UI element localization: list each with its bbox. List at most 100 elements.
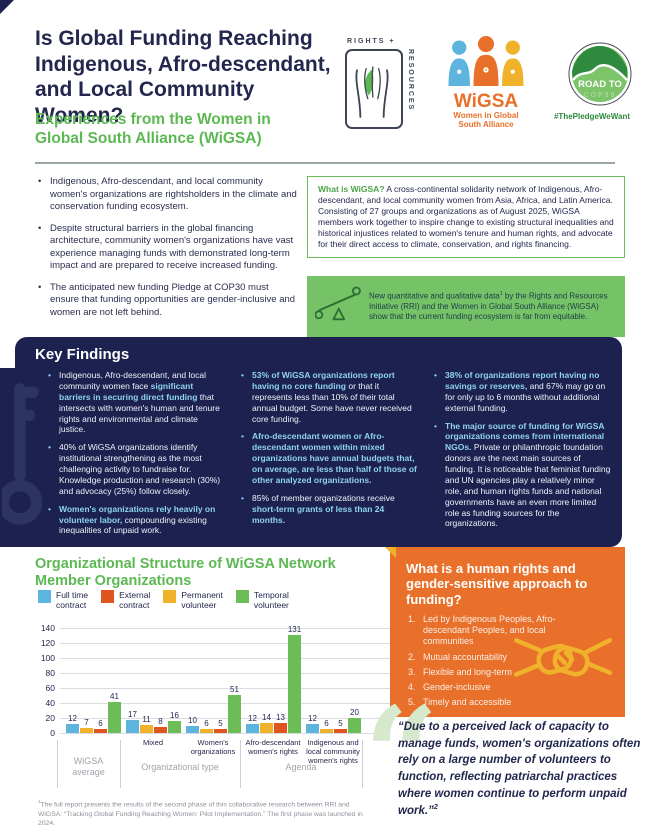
legend-swatch <box>101 590 115 603</box>
bar-value-label: 13 <box>276 713 285 723</box>
legend-swatch <box>235 590 249 603</box>
what-is-wigsa-text: What is WiGSA? A cross-continental solid… <box>318 184 614 250</box>
bar-value-label: 12 <box>68 714 77 723</box>
page-title: Is Global Funding Reaching Indigenous, A… <box>35 27 331 127</box>
gridline <box>60 688 390 689</box>
y-tick-label: 20 <box>45 713 55 723</box>
data-banner-text: New quantitative and qualitative data1 b… <box>369 290 608 322</box>
legend-swatch <box>38 590 51 603</box>
corner-accent-triangle <box>0 0 14 14</box>
bar-value-label: 5 <box>218 719 223 729</box>
legend-label: Permanent volunteer <box>181 590 223 611</box>
gridline <box>60 673 390 674</box>
bar-value-label: 41 <box>110 692 119 702</box>
bar <box>214 729 227 733</box>
gridline <box>60 658 390 659</box>
key-findings-heading: Key Findings <box>35 346 130 363</box>
group-label: Organizational type <box>141 762 219 772</box>
legend-label: Full time contract <box>56 590 89 611</box>
legend-label: Temporal volunteer <box>253 590 289 611</box>
rri-logo-side-text: RESOURCES <box>407 49 414 112</box>
header-divider <box>35 162 615 164</box>
group-separator <box>57 740 58 788</box>
bar-value-label: 11 <box>142 714 151 724</box>
legend-swatch <box>163 590 177 603</box>
bar <box>200 728 213 733</box>
bar-value-label: 16 <box>170 711 179 720</box>
bar-value-label: 51 <box>230 684 239 694</box>
chart-legend: Full time contract External contract Perma… <box>38 590 289 610</box>
group-separator <box>240 740 241 788</box>
gridline <box>60 628 390 629</box>
approach-list-item: Mutual accountability <box>408 651 508 664</box>
legend-label: External contract <box>119 590 151 611</box>
key-finding-item: Afro-descendant women or Afro-descendant… <box>241 431 419 485</box>
pledge-hashtag: #ThePledgeWeWant <box>553 112 630 121</box>
bar-value-label: 131 <box>287 624 302 634</box>
bar <box>168 721 181 733</box>
x-category-label: Afro-descendant women's rights <box>245 738 301 757</box>
key-finding-item: 53% of WiGSA organizations report having… <box>241 370 419 424</box>
gridline <box>60 733 390 734</box>
bar <box>306 724 319 733</box>
legend-item: Temporal volunteer <box>235 590 289 611</box>
group-separator <box>120 740 121 788</box>
group-separator <box>362 740 363 788</box>
bar <box>228 694 241 733</box>
y-tick-label: 100 <box>40 653 55 663</box>
key-finding-item: 85% of member organizations receive shor… <box>241 493 419 526</box>
key-finding-item: Women's organizations rely heavily on vo… <box>48 504 222 537</box>
cop30-text: COP30 <box>583 92 616 99</box>
bar <box>126 720 139 733</box>
bar-value-label: 5 <box>338 719 343 729</box>
bar <box>80 727 93 733</box>
data-banner: New quantitative and qualitative data1 b… <box>307 276 625 337</box>
bar-value-label: 12 <box>308 714 317 723</box>
y-tick-label: 60 <box>45 683 55 693</box>
cop30-road-to-text: ROAD TO <box>578 79 622 90</box>
bar-value-label: 7 <box>84 717 89 727</box>
list-item: Indigenous, Afro-descendant, and local c… <box>38 176 300 214</box>
gridline <box>60 643 390 644</box>
approach-list-item: Gender-inclusive <box>408 682 491 694</box>
bar <box>66 724 79 733</box>
bar-value-label: 6 <box>324 718 329 728</box>
bar-value-label: 6 <box>204 718 209 728</box>
intro-bullet-list: Indigenous, Afro-descendant, and local c… <box>38 176 300 328</box>
bar <box>274 723 287 733</box>
list-item: The anticipated new funding Pledge at CO… <box>38 282 300 320</box>
wigsa-people-icon <box>440 36 532 90</box>
scale-icon <box>314 282 361 331</box>
wigsa-logo: WiGSA Women in Global South Alliance <box>434 36 538 140</box>
group-label: Agenda <box>285 762 317 772</box>
bar-value-label: 12 <box>248 714 257 723</box>
key-finding-item: 38% of organizations report having no sa… <box>434 370 612 414</box>
rights-approach-box: What is a human rights and gender-sensit… <box>385 547 625 717</box>
bar-value-label: 6 <box>98 718 103 728</box>
page-subtitle: Experiences from the Women in Global Sou… <box>35 111 271 148</box>
rri-logo-frame <box>345 49 403 129</box>
bar <box>334 729 347 733</box>
key-icon <box>0 375 44 540</box>
key-finding-item: Indigenous, Afro-descendant, and local c… <box>48 370 222 435</box>
wigsa-acronym: WiGSA <box>453 91 519 112</box>
y-tick-label: 80 <box>45 668 55 678</box>
handshake-icon <box>509 622 617 705</box>
legend-item: Permanent volunteer <box>163 590 223 610</box>
hand-leaf-icon <box>347 66 397 127</box>
approach-list-item: Flexible and long-term <box>408 666 513 679</box>
y-tick-label: 0 <box>50 728 55 738</box>
list-item: Despite structural barriers in the globa… <box>38 223 300 273</box>
bar <box>288 634 301 733</box>
y-tick-label: 40 <box>45 698 55 708</box>
cop30-mountain-icon: ROAD TO COP30 <box>568 42 632 110</box>
x-category-label: Women's organizations <box>190 738 236 757</box>
group-label: WiGSA average <box>72 756 105 777</box>
bar <box>348 718 361 733</box>
bar <box>246 724 259 733</box>
key-findings-column: 53% of WiGSA organizations report having… <box>241 370 419 532</box>
bar-value-label: 14 <box>262 712 271 722</box>
bar-value-label: 10 <box>188 715 197 725</box>
bar <box>108 702 121 733</box>
